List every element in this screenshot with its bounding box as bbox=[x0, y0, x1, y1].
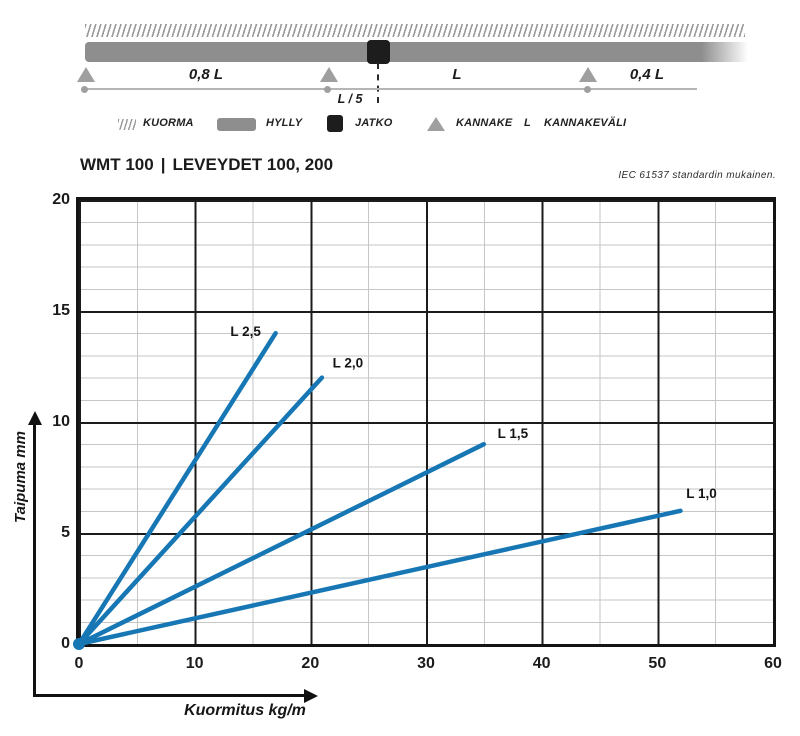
x-axis-arrow-line bbox=[33, 694, 305, 697]
product-name: WMT 100 bbox=[80, 155, 154, 174]
x-tick-10: 10 bbox=[185, 655, 204, 672]
legend-label-hylly: HYLLY bbox=[266, 117, 303, 129]
spacing-symbol-L: L bbox=[524, 117, 531, 129]
deflection-lines-plot: L 2,5 L 2,0 L 1,5 L 1,0 bbox=[73, 324, 717, 650]
shelf-bar bbox=[85, 42, 748, 62]
series-label-3: L 1,5 bbox=[498, 426, 529, 441]
y-tick-0: 0 bbox=[61, 635, 70, 652]
kuorma-hatch-icon bbox=[118, 119, 136, 130]
y-tick-15: 15 bbox=[52, 302, 70, 319]
chart-title: WMT 100 | LEVEYDET 100, 200 bbox=[80, 155, 333, 175]
jatko-square-icon bbox=[327, 115, 343, 132]
x-axis-arrowhead-icon bbox=[304, 688, 318, 703]
plot-grid bbox=[79, 200, 773, 644]
dimension-dot bbox=[323, 86, 331, 93]
joint-icon bbox=[367, 40, 390, 64]
x-axis-title: Kuormitus kg/m bbox=[184, 702, 306, 719]
legend-label-kannakevali: KANNAKEVÄLI bbox=[544, 117, 627, 129]
joint-offset-label: L / 5 bbox=[337, 92, 363, 106]
y-axis-title: Taipuma mm bbox=[12, 431, 29, 523]
dimension-line bbox=[84, 88, 697, 90]
series-line-4 bbox=[76, 508, 683, 647]
series-label-4: L 1,0 bbox=[686, 486, 717, 501]
plot-frame bbox=[76, 197, 776, 647]
span-label-0-4L: 0,4 L bbox=[629, 66, 665, 83]
x-tick-0: 0 bbox=[74, 655, 84, 672]
series-line-1 bbox=[76, 330, 278, 647]
support-triangle-icon bbox=[319, 67, 338, 82]
y-tick-5: 5 bbox=[61, 524, 70, 541]
dimension-dot bbox=[80, 86, 88, 93]
x-tick-60: 60 bbox=[764, 655, 782, 672]
span-label-L: L bbox=[452, 66, 462, 83]
legend-label-kuorma: KUORMA bbox=[143, 117, 194, 129]
dimension-dot bbox=[583, 86, 591, 93]
series-label-1: L 2,5 bbox=[230, 324, 261, 339]
y-axis-arrowhead-icon bbox=[27, 411, 42, 425]
legend-label-jatko: JATKO bbox=[355, 117, 393, 129]
span-label-0-8L: 0,8 L bbox=[188, 66, 224, 83]
joint-dashed-line bbox=[377, 63, 379, 103]
y-axis-arrow-line bbox=[33, 424, 36, 697]
kannake-triangle-icon bbox=[427, 117, 445, 131]
support-triangle-icon bbox=[578, 67, 597, 82]
y-tick-10: 10 bbox=[52, 413, 70, 430]
x-tick-20: 20 bbox=[301, 655, 320, 672]
x-tick-40: 40 bbox=[532, 655, 551, 672]
title-divider: | bbox=[160, 155, 166, 174]
x-tick-30: 30 bbox=[417, 655, 435, 672]
x-tick-50: 50 bbox=[648, 655, 667, 672]
standard-note: IEC 61537 standardin mukainen. bbox=[618, 170, 776, 181]
hylly-bar-icon bbox=[217, 118, 256, 131]
origin-dot bbox=[73, 638, 85, 650]
y-tick-20: 20 bbox=[52, 191, 70, 208]
legend-label-kannake: KANNAKE bbox=[456, 117, 513, 129]
widths-text: LEVEYDET 100, 200 bbox=[172, 155, 334, 174]
series-line-3 bbox=[76, 441, 487, 647]
series-label-2: L 2,0 bbox=[333, 356, 364, 371]
load-hatch-band bbox=[85, 24, 745, 37]
series-line-2 bbox=[76, 375, 325, 647]
support-triangle-icon bbox=[76, 67, 95, 82]
